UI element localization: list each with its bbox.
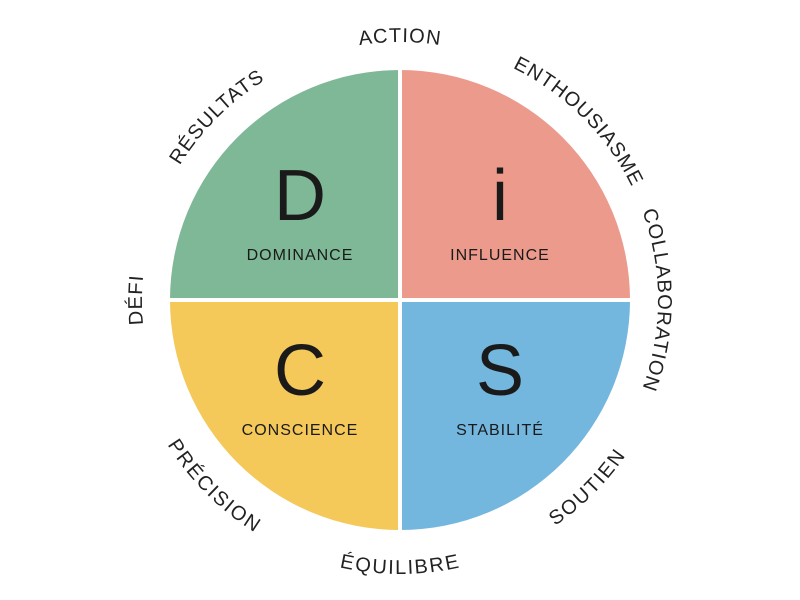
outer-label-collaboration: COLLABORATION <box>638 206 676 395</box>
quad-s-word: STABILITÉ <box>456 420 544 439</box>
quad-c-word: CONSCIENCE <box>242 422 359 439</box>
quad-d-word: DOMINANCE <box>247 247 354 264</box>
quad-c-letter: C <box>274 331 326 411</box>
quad-i-letter: i <box>492 156 508 236</box>
outer-label-equilibre: ÉQUILIBRE <box>338 550 461 579</box>
outer-label-defi: DÉFI <box>124 274 148 326</box>
quad-i-word: INFLUENCE <box>450 247 550 264</box>
quad-d-letter: D <box>274 156 326 236</box>
quad-s-letter: S <box>476 331 524 411</box>
disc-diagram: D DOMINANCE i INFLUENCE S STABILITÉ C CONSCIENC… <box>0 0 800 600</box>
quadrant-i <box>400 70 630 300</box>
outer-label-action: ACTION <box>357 25 443 50</box>
